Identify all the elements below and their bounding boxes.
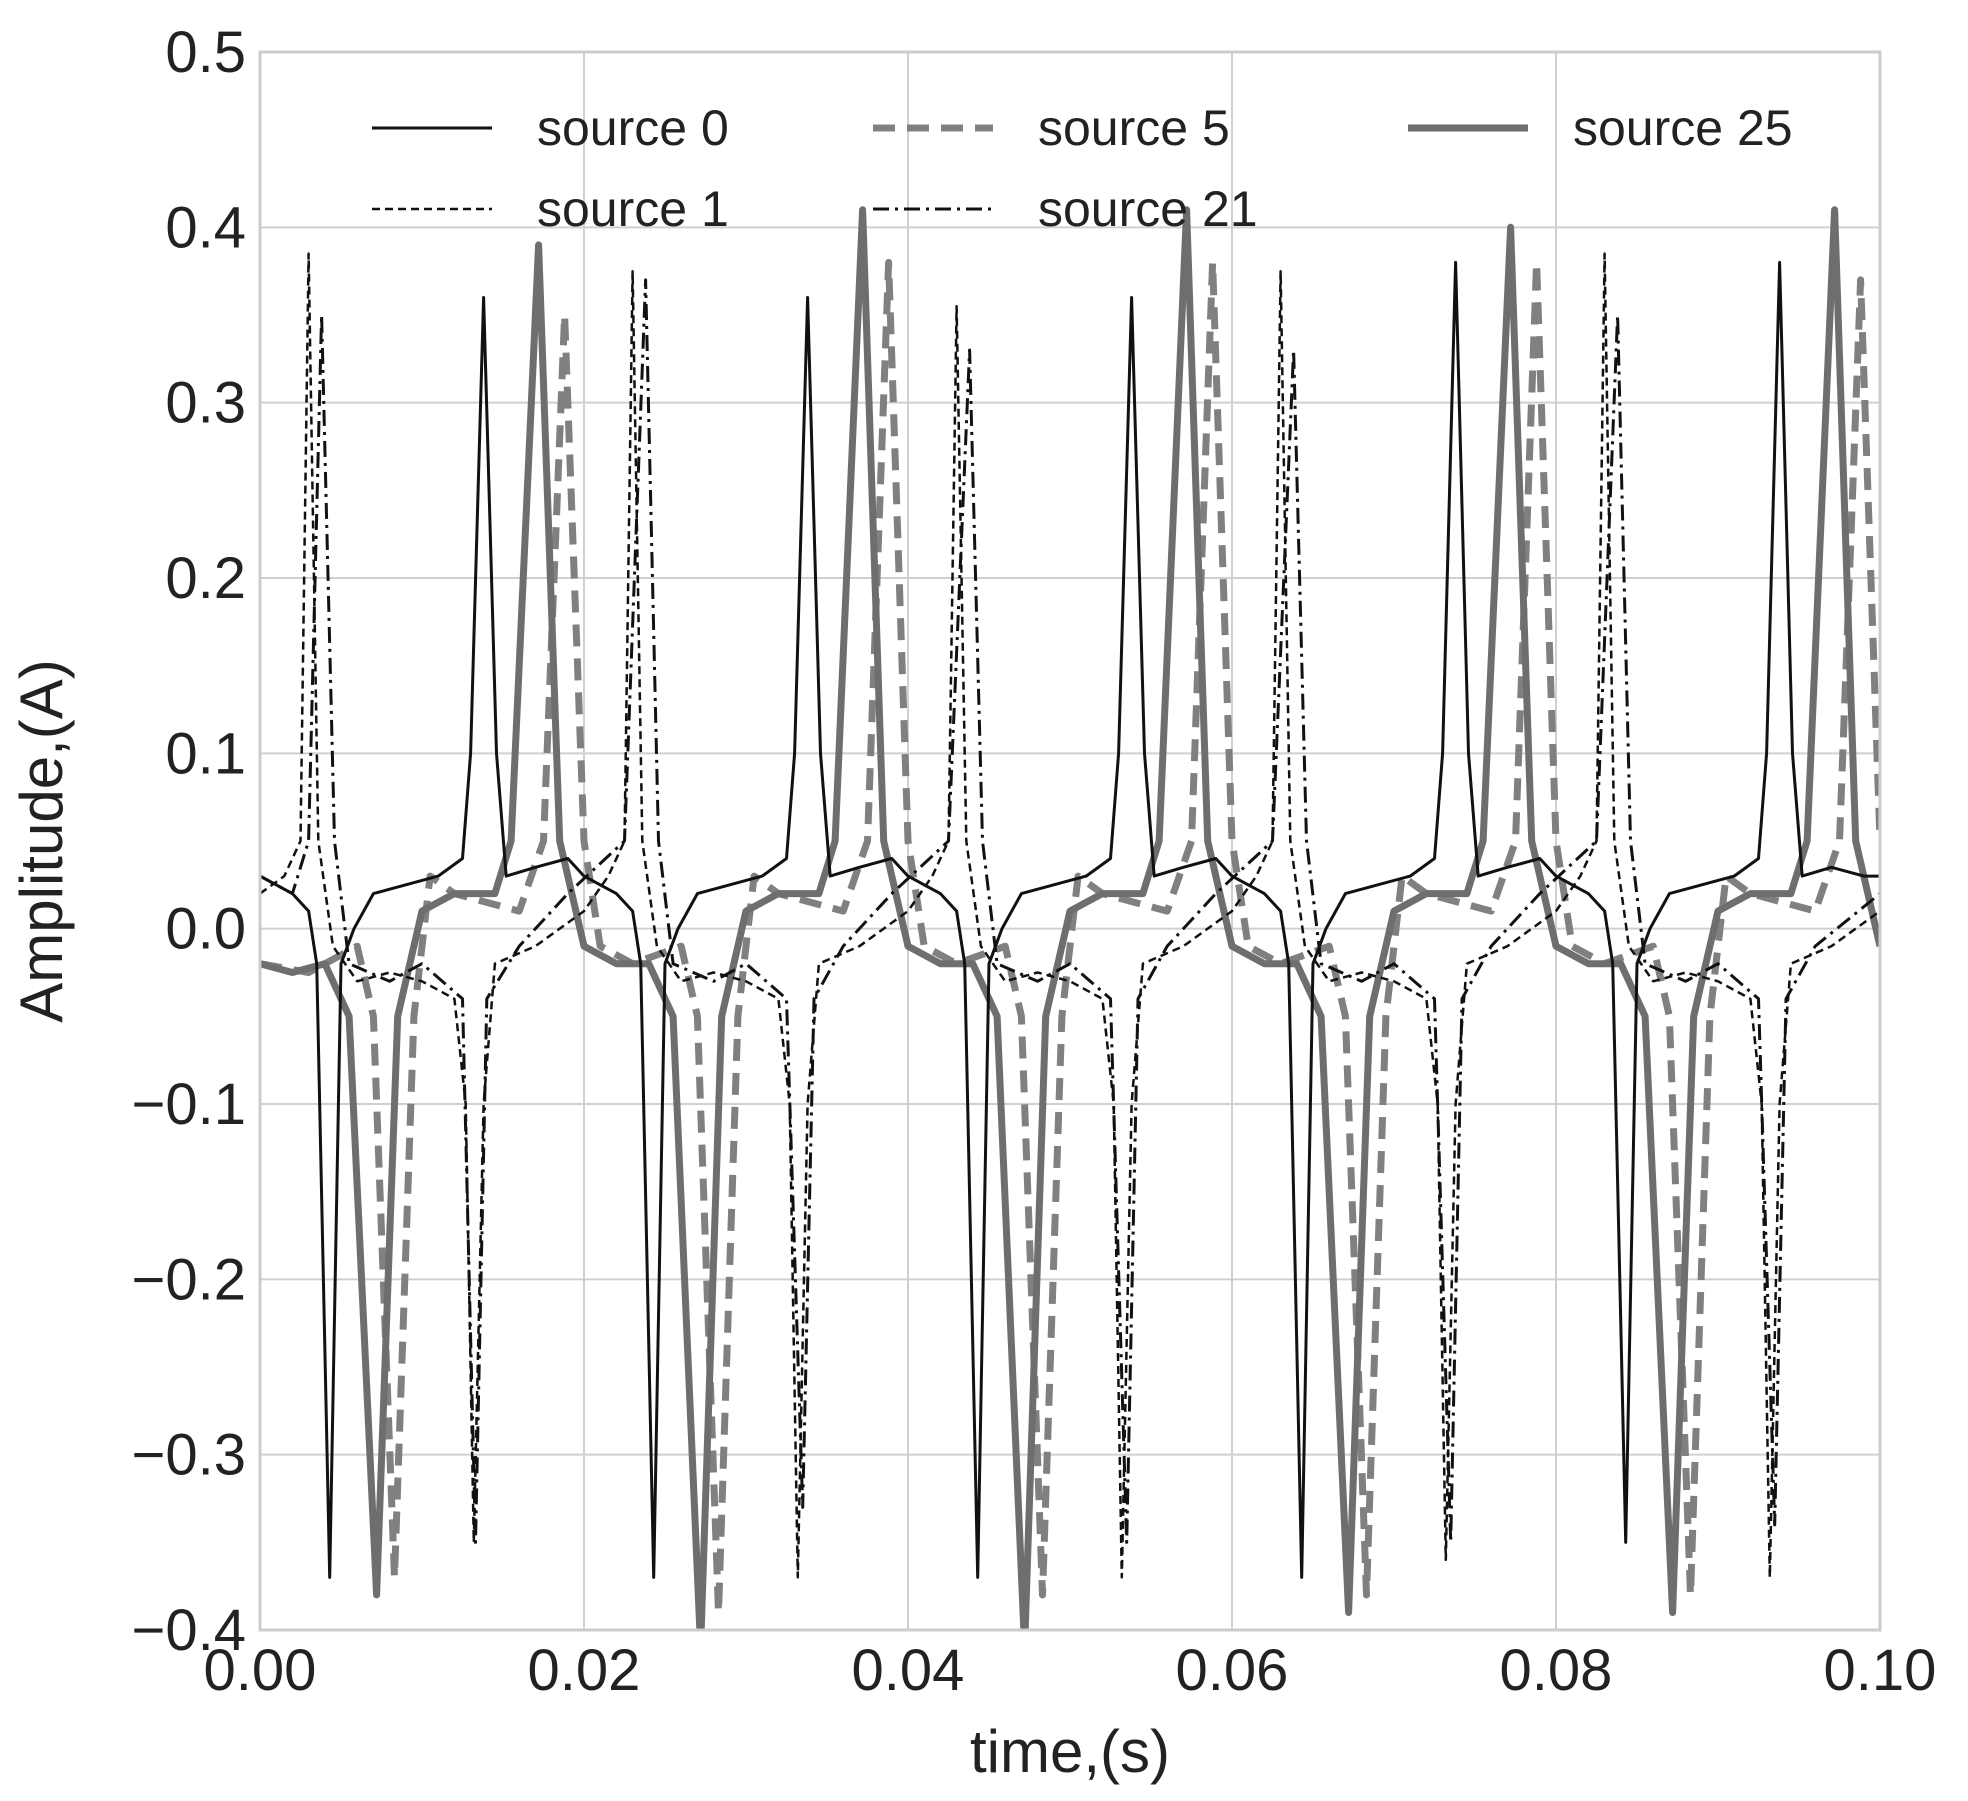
y-tick-label: 0.0 <box>165 897 246 962</box>
legend-label: source 25 <box>1573 100 1793 156</box>
legend: source 0 source 1 source 5 source 21 source … <box>372 100 1793 237</box>
series-line-source-0 <box>260 260 1880 1579</box>
y-tick-label: 0.4 <box>165 195 246 260</box>
y-tick-label: −0.4 <box>132 1598 247 1663</box>
legend-label: source 0 <box>537 100 729 156</box>
y-axis-label: Amplitude,(A) <box>8 659 75 1022</box>
series-line-source-21 <box>260 278 1880 1544</box>
x-tick-label: 0.08 <box>1500 1638 1613 1703</box>
x-tick-label: 0.02 <box>528 1638 641 1703</box>
legend-label: source 21 <box>1038 181 1258 237</box>
y-tick-label: −0.3 <box>132 1423 247 1488</box>
y-tick-label: 0.1 <box>165 721 246 786</box>
series-layer <box>260 206 1880 1630</box>
y-tick-labels: −0.4 −0.3 −0.2 −0.1 0.0 0.1 0.2 0.3 0.4 0.5 <box>132 20 247 1663</box>
legend-label: source 5 <box>1038 100 1230 156</box>
x-axis-label: time,(s) <box>970 1718 1170 1785</box>
x-tick-labels: 0.00 0.02 0.04 0.06 0.08 0.10 <box>204 1638 1937 1703</box>
y-tick-label: −0.1 <box>132 1072 247 1137</box>
x-tick-label: 0.00 <box>204 1638 317 1703</box>
x-tick-label: 0.10 <box>1824 1638 1937 1703</box>
plot-frame <box>258 50 1882 1632</box>
y-tick-label: 0.3 <box>165 371 246 436</box>
y-tick-label: 0.5 <box>165 20 246 85</box>
y-tick-label: 0.2 <box>165 546 246 611</box>
series-line-source-25 <box>260 206 1880 1630</box>
x-tick-label: 0.04 <box>852 1638 965 1703</box>
series-line-source-1 <box>260 252 1880 1579</box>
legend-label: source 1 <box>537 181 729 237</box>
y-tick-label: −0.2 <box>132 1247 247 1312</box>
x-tick-label: 0.06 <box>1176 1638 1289 1703</box>
